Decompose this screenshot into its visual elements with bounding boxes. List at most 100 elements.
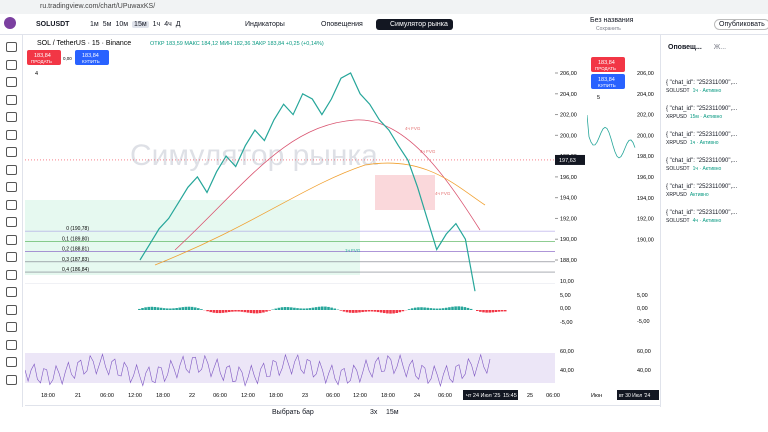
osc-bar: [293, 307, 296, 310]
price-tick-label: 190,00: [637, 237, 654, 243]
buy-button[interactable]: [75, 50, 109, 65]
interval[interactable]: 4ч: [164, 21, 172, 28]
publish-button[interactable]: Опубликовать: [714, 19, 768, 30]
osc-bar: [342, 310, 346, 312]
alerts-button[interactable]: Оповещения: [321, 21, 363, 28]
interval[interactable]: 1ч: [152, 21, 161, 28]
cursor-time: вт 30 Июл '24: [619, 393, 650, 399]
tool-icon[interactable]: [6, 112, 17, 122]
osc-bar: [438, 308, 442, 310]
alerts-tab[interactable]: Оповещ...: [668, 44, 702, 51]
osc-bar: [460, 306, 464, 310]
osc-bar: [150, 306, 154, 310]
sell-button[interactable]: [591, 57, 625, 72]
osc-bar: [277, 307, 281, 310]
osc-bar: [169, 308, 172, 310]
interval[interactable]: 15м: [132, 21, 149, 28]
tool-icon[interactable]: [6, 234, 17, 245]
time-tick-label: 06:00: [100, 393, 114, 399]
osc-bar: [417, 307, 420, 310]
tool-icon[interactable]: [6, 339, 17, 350]
osc-bar: [296, 308, 299, 310]
tool-icon[interactable]: [6, 199, 17, 210]
layout-name: Без названия: [590, 17, 634, 24]
rsi-tick-label: 60,00: [560, 349, 574, 355]
alerts-tab[interactable]: Ж...: [713, 44, 727, 51]
interval[interactable]: 1м: [90, 21, 99, 28]
price-tick-label: 200,00: [560, 133, 577, 139]
osc-bar: [451, 306, 454, 310]
interval[interactable]: 5м: [102, 21, 112, 28]
tool-icon[interactable]: [6, 374, 17, 385]
osc-bar: [429, 308, 433, 310]
indicators-button[interactable]: Индикаторы: [245, 21, 285, 28]
symbol[interactable]: SOLUSDT: [36, 21, 70, 28]
interval[interactable]: 10м: [115, 21, 129, 28]
buy-button[interactable]: [591, 74, 625, 89]
osc-bar: [324, 306, 327, 310]
tool-icon[interactable]: [6, 147, 17, 157]
osc-bar: [314, 307, 318, 310]
osc-bar: [423, 307, 426, 310]
indicator-count: 5: [597, 95, 600, 101]
tool-icon[interactable]: [6, 217, 17, 227]
tool-icon[interactable]: [6, 182, 17, 192]
osc-bar: [200, 309, 203, 310]
osc-bar: [240, 310, 243, 312]
alert-item[interactable]: { "chat_id": "252311090",... SOLUSDT 1ч · …: [666, 80, 756, 106]
time-tick-label: 23: [302, 393, 308, 399]
tool-icon[interactable]: [6, 164, 17, 175]
tool-icon[interactable]: [6, 42, 17, 52]
interval[interactable]: Д: [175, 21, 181, 28]
alert-item[interactable]: { "chat_id": "252311090",... XRPUSD Активн…: [666, 184, 756, 210]
alert-item[interactable]: { "chat_id": "252311090",... XRPUSD 1ч · А…: [666, 132, 756, 158]
osc-bar: [221, 310, 225, 313]
simulator-button[interactable]: Симулятор рынка: [376, 19, 453, 30]
alert-item[interactable]: { "chat_id": "252311090",... SOLUSDT 4ч · …: [666, 210, 756, 236]
tool-icon[interactable]: [6, 304, 17, 315]
osc-bar: [364, 310, 367, 312]
osc-bar: [420, 307, 423, 310]
osc-bar: [280, 307, 284, 310]
price-tick-label: 206,00: [560, 71, 577, 77]
osc-tick-label: 5,00: [637, 293, 648, 299]
alert-item[interactable]: { "chat_id": "252311090",... XRPUSD 15м · …: [666, 106, 756, 132]
osc-bar: [352, 310, 355, 313]
main-chart: Симулятор рынка 206,00 204,00 202,00 200,00 1…: [25, 40, 585, 400]
replay-interval[interactable]: 15м: [386, 409, 399, 416]
alert-item[interactable]: { "chat_id": "252311090",... SOLUSDT 1ч · …: [666, 158, 756, 184]
tool-icon[interactable]: [6, 252, 17, 262]
rsi-tick-label: 60,00: [637, 349, 651, 355]
tool-icon[interactable]: [6, 94, 17, 105]
tool-icon[interactable]: [6, 357, 17, 367]
osc-bar: [485, 310, 488, 313]
osc-bar: [410, 308, 414, 310]
tool-icon[interactable]: [6, 287, 17, 297]
osc-bar: [249, 310, 253, 314]
osc-bar: [159, 307, 163, 310]
spread: 0,00: [63, 56, 72, 61]
price-tick-label: 204,00: [560, 92, 577, 98]
osc-bar: [479, 310, 482, 312]
tool-icon[interactable]: [6, 129, 17, 140]
alert-symbol: XRPUSD: [666, 114, 687, 120]
osc-bar: [503, 310, 507, 312]
osc-bar: [407, 309, 411, 310]
sell-button[interactable]: [27, 50, 61, 65]
tool-icon[interactable]: [6, 77, 17, 87]
ohlc: ОТКР 183,59 МАКС 184,12 МИН 182,36 ЗАКР …: [150, 41, 324, 47]
zone-label: 4ч FVG: [420, 149, 436, 154]
tool-icon[interactable]: [6, 59, 17, 70]
osc-bar: [231, 310, 234, 312]
osc-bar: [389, 310, 392, 314]
replay-speed[interactable]: 3x: [370, 409, 378, 416]
osc-bar: [401, 310, 405, 312]
osc-bar: [178, 307, 181, 310]
zone-label: 4ч FVG: [435, 191, 451, 196]
select-bar[interactable]: Выбрать бар: [272, 409, 314, 416]
replay-bar: [25, 405, 660, 422]
osc-bar: [355, 310, 358, 313]
fvg-zone: [375, 175, 435, 210]
tool-icon[interactable]: [6, 322, 17, 332]
tool-icon[interactable]: [6, 269, 17, 280]
